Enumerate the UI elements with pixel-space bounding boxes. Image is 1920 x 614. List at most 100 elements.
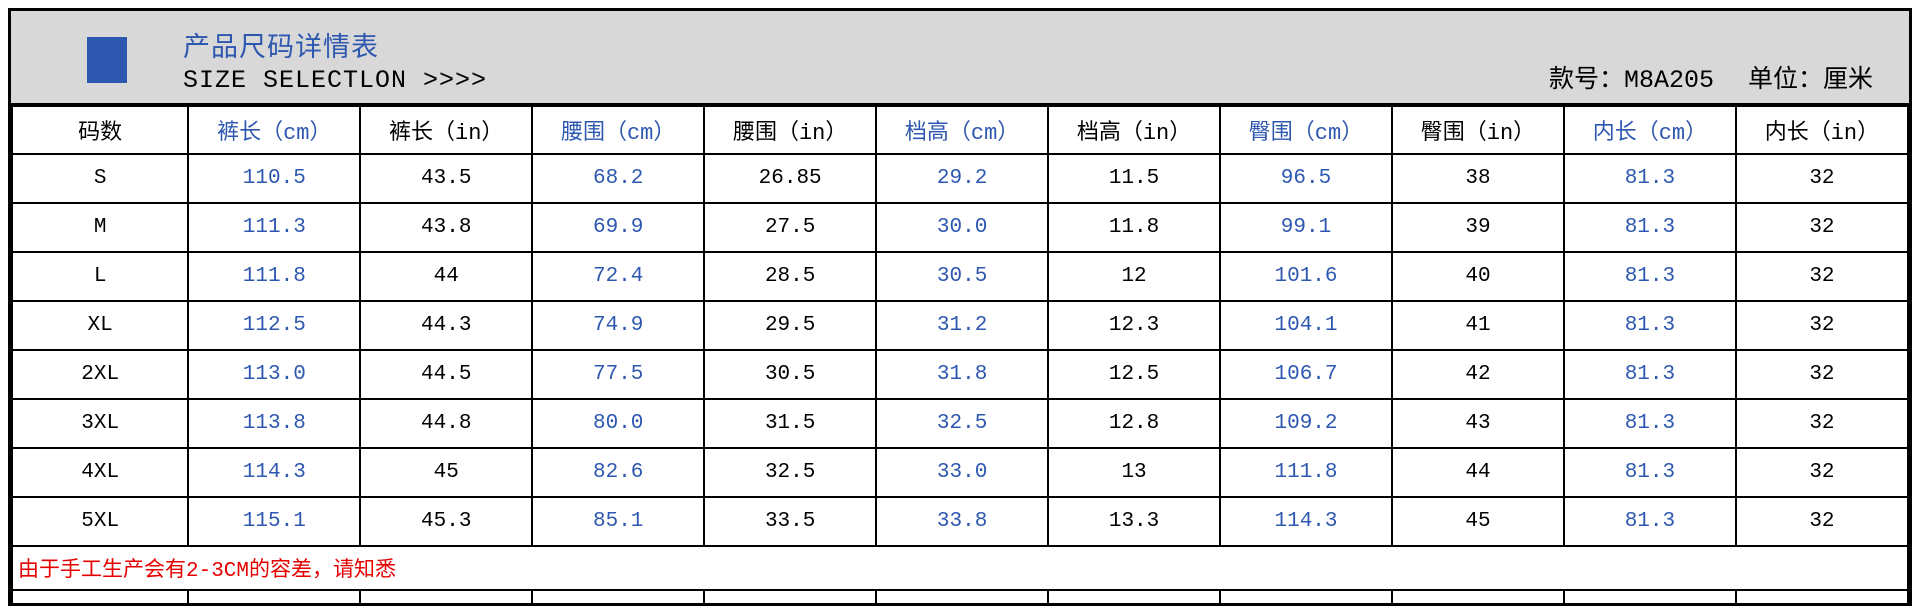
size-cell: S — [10, 153, 190, 204]
value-cell: 30.0 — [875, 202, 1050, 253]
value-cell: 113.0 — [187, 349, 362, 400]
value-cell: 74.9 — [531, 300, 706, 351]
value-cell: 96.5 — [1219, 153, 1393, 204]
value-cell: 45.3 — [359, 496, 534, 547]
value-cell: 12.3 — [1047, 300, 1222, 351]
value-cell: 30.5 — [703, 349, 878, 400]
table-header-row: 码数 裤长（cm） 裤长（in） 腰围（cm） 腰围（in） 档高（cm） 档高（in） 臀围… — [10, 105, 1910, 155]
value-cell: 11.8 — [1047, 202, 1222, 253]
value-cell: 69.9 — [531, 202, 706, 253]
value-cell: 33.8 — [875, 496, 1050, 547]
value-cell: 104.1 — [1219, 300, 1393, 351]
size-cell: 4XL — [10, 447, 190, 498]
size-cell: 5XL — [10, 496, 190, 547]
value-cell: 81.3 — [1562, 349, 1737, 400]
value-cell: 13 — [1047, 447, 1222, 498]
column-header-0: 码数 — [10, 105, 190, 155]
value-cell: 43 — [1390, 398, 1565, 449]
value-cell: 106.7 — [1219, 349, 1393, 400]
empty-cell — [531, 589, 706, 605]
value-cell: 32.5 — [875, 398, 1050, 449]
value-cell: 32 — [1734, 300, 1910, 351]
value-cell: 12.8 — [1047, 398, 1222, 449]
empty-cell — [1219, 589, 1393, 605]
value-cell: 31.2 — [875, 300, 1050, 351]
header-meta: 款号：M8A205 单位：厘米 — [1549, 59, 1873, 95]
size-cell: 3XL — [10, 398, 190, 449]
value-cell: 112.5 — [187, 300, 362, 351]
value-cell: 44 — [1390, 447, 1565, 498]
table-row: 4XL 114.3 45 82.6 32.5 33.0 13 111.8 44 81.3 32 — [10, 447, 1910, 498]
value-cell: 44.3 — [359, 300, 534, 351]
column-header-3: 腰围（cm） — [531, 105, 706, 155]
value-cell: 81.3 — [1562, 300, 1737, 351]
value-cell: 68.2 — [531, 153, 706, 204]
column-header-4: 腰围（in） — [703, 105, 878, 155]
style-number: 款号：M8A205 — [1548, 66, 1714, 95]
table-row: M 111.3 43.8 69.9 27.5 30.0 11.8 99.1 39 81.3 32 — [10, 202, 1910, 253]
value-cell: 111.3 — [187, 202, 362, 253]
value-cell: 114.3 — [1219, 496, 1393, 547]
column-header-7: 臀围（cm） — [1219, 105, 1393, 155]
value-cell: 115.1 — [187, 496, 362, 547]
value-cell: 77.5 — [531, 349, 706, 400]
column-header-6: 档高（in） — [1047, 105, 1222, 155]
value-cell: 80.0 — [531, 398, 706, 449]
brand-logo-square-icon — [87, 37, 127, 83]
value-cell: 41 — [1390, 300, 1565, 351]
value-cell: 114.3 — [187, 447, 362, 498]
value-cell: 44.8 — [359, 398, 534, 449]
size-cell: M — [10, 202, 190, 253]
size-cell: 2XL — [10, 349, 190, 400]
value-cell: 32 — [1734, 251, 1910, 302]
column-header-5: 档高（cm） — [875, 105, 1050, 155]
tolerance-note: 由于手工生产会有2-3CM的容差，请知悉 — [11, 545, 1909, 591]
value-cell: 44 — [359, 251, 534, 302]
table-row: XL 112.5 44.3 74.9 29.5 31.2 12.3 104.1 41 81.3 32 — [10, 300, 1910, 351]
value-cell: 13.3 — [1047, 496, 1222, 547]
empty-cell — [703, 589, 878, 605]
table-row: 3XL 113.8 44.8 80.0 31.5 32.5 12.8 109.2 43 81.3 3… — [10, 398, 1910, 449]
size-chart-sheet: 产品尺码详情表 SIZE SELECTLON >>>> 款号：M8A205 单位：… — [8, 8, 1912, 606]
value-cell: 27.5 — [703, 202, 878, 253]
value-cell: 28.5 — [703, 251, 878, 302]
empty-cell — [1562, 589, 1737, 605]
empty-cell — [10, 589, 190, 605]
value-cell: 81.3 — [1562, 398, 1737, 449]
table-row: S 110.5 43.5 68.2 26.85 29.2 11.5 96.5 38 81.3 32 — [10, 153, 1910, 204]
column-header-8: 臀围（in） — [1390, 105, 1565, 155]
value-cell: 31.5 — [703, 398, 878, 449]
table-row: L 111.8 44 72.4 28.5 30.5 12 101.6 40 81.3 32 — [10, 251, 1910, 302]
table-row: 2XL 113.0 44.5 77.5 30.5 31.8 12.5 106.7 42 81.3 3… — [10, 349, 1910, 400]
value-cell: 113.8 — [187, 398, 362, 449]
value-cell: 30.5 — [875, 251, 1050, 302]
value-cell: 26.85 — [703, 153, 878, 204]
value-cell: 81.3 — [1562, 202, 1737, 253]
column-header-2: 裤长（in） — [359, 105, 534, 155]
value-cell: 32 — [1734, 398, 1910, 449]
empty-cell — [875, 589, 1050, 605]
value-cell: 44.5 — [359, 349, 534, 400]
value-cell: 45 — [359, 447, 534, 498]
value-cell: 29.5 — [703, 300, 878, 351]
page-title: 产品尺码详情表 — [183, 35, 379, 65]
value-cell: 32 — [1734, 447, 1910, 498]
size-table: 码数 裤长（cm） 裤长（in） 腰围（cm） 腰围（in） 档高（cm） 档高（in） 臀围… — [10, 105, 1910, 605]
header-titles: 产品尺码详情表 SIZE SELECTLON >>>> — [183, 11, 487, 103]
value-cell: 38 — [1390, 153, 1565, 204]
empty-cell — [187, 589, 362, 605]
empty-cell — [1734, 589, 1910, 605]
size-cell: L — [10, 251, 190, 302]
empty-cell — [1390, 589, 1565, 605]
value-cell: 40 — [1390, 251, 1565, 302]
value-cell: 82.6 — [531, 447, 706, 498]
value-cell: 33.0 — [875, 447, 1050, 498]
column-header-1: 裤长（cm） — [187, 105, 362, 155]
value-cell: 81.3 — [1562, 153, 1737, 204]
value-cell: 85.1 — [531, 496, 706, 547]
value-cell: 111.8 — [187, 251, 362, 302]
table-row: 5XL 115.1 45.3 85.1 33.5 33.8 13.3 114.3 45 81.3 3… — [10, 496, 1910, 547]
value-cell: 42 — [1390, 349, 1565, 400]
note-row: 由于手工生产会有2-3CM的容差，请知悉 — [11, 545, 1909, 591]
value-cell: 109.2 — [1219, 398, 1393, 449]
